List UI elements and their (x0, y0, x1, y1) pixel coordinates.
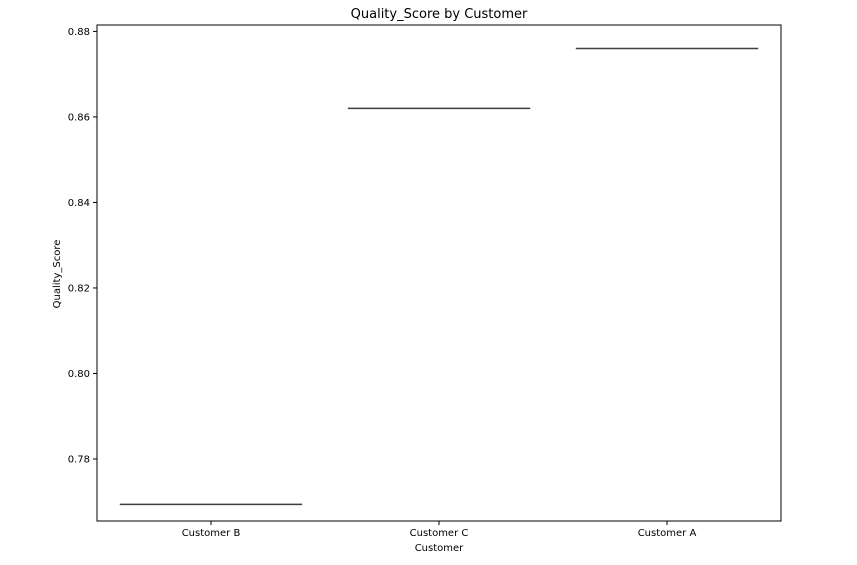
y-tick-label: 0.88 (68, 27, 90, 38)
y-axis: 0.78 0.80 0.82 0.84 0.86 0.88 (68, 27, 97, 466)
x-tick-label: Customer C (410, 528, 469, 539)
x-axis: Customer B Customer C Customer A (182, 521, 697, 539)
y-tick-label: 0.84 (68, 198, 90, 209)
y-tick-label: 0.78 (68, 455, 90, 466)
plot-frame (96, 24, 782, 522)
y-axis-label: Quality_Score (52, 240, 63, 309)
plot-area (96, 24, 782, 522)
y-tick-label: 0.86 (68, 112, 90, 123)
y-tick-label: 0.80 (68, 369, 90, 380)
x-tick-label: Customer B (182, 528, 241, 539)
x-tick-label: Customer A (638, 528, 697, 539)
y-tick-label: 0.82 (68, 283, 90, 294)
x-axis-label: Customer (415, 543, 464, 554)
chart-title: Quality_Score by Customer (351, 7, 528, 22)
boxes (119, 47, 759, 506)
